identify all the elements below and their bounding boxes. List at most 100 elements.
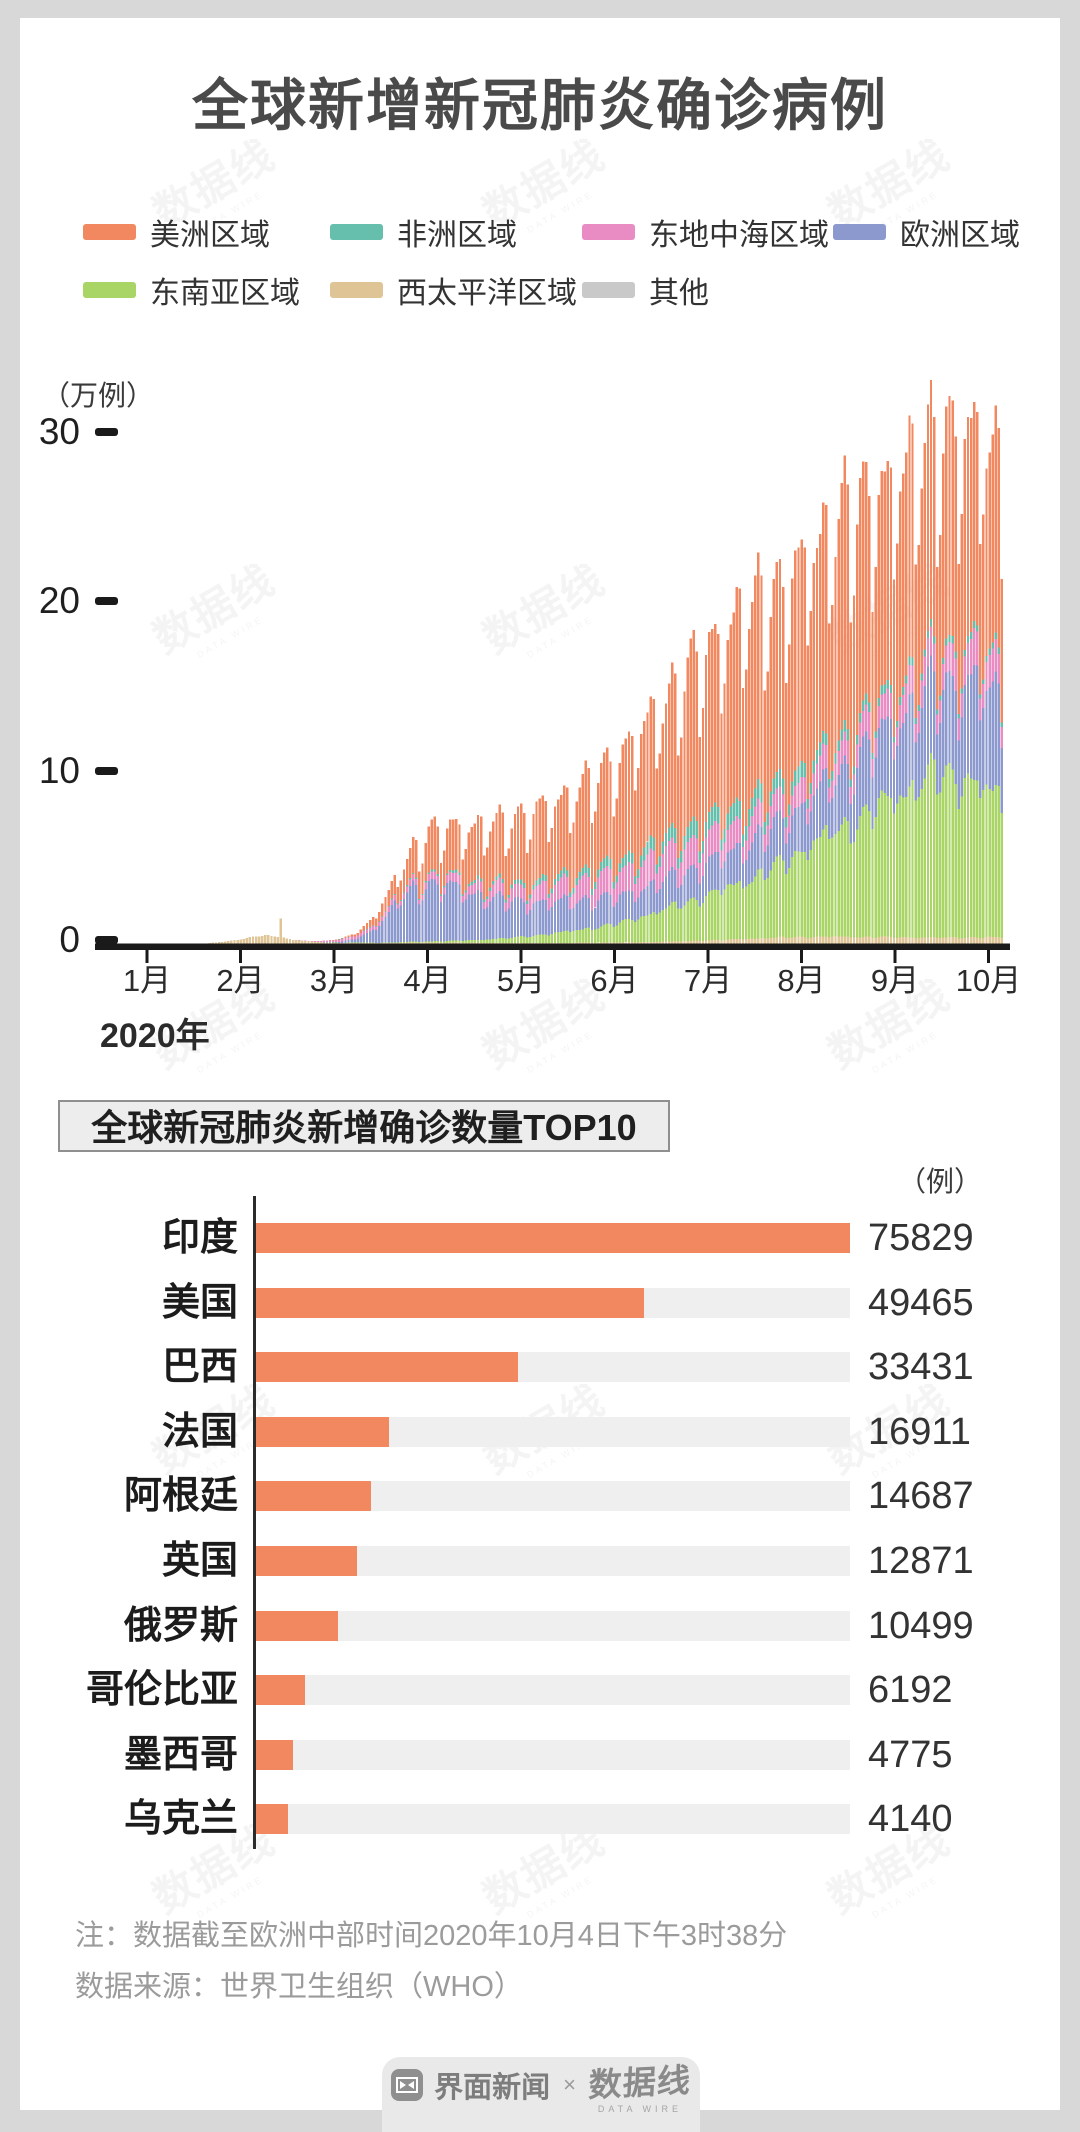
page-title: 全球新增新冠肺炎确诊病例 [192, 74, 888, 137]
top10-country-label: 印度 [161, 1217, 238, 1259]
top10-bar-track [256, 1352, 850, 1383]
top10-bar [256, 1481, 371, 1512]
top10-row-印度: 印度 75829 [0, 1206, 1080, 1270]
top10-value: 4775 [868, 1733, 953, 1776]
legend-swatch-icon [330, 282, 383, 298]
top10-row-美国: 美国 49465 [0, 1271, 1080, 1335]
top10-country-label: 俄罗斯 [123, 1604, 238, 1647]
legend-label: 东南亚区域 [150, 277, 300, 310]
top10-bar [256, 1546, 357, 1576]
top10-bar [256, 1610, 339, 1641]
x-axis-year-label: 2020年 [100, 1017, 210, 1055]
legend-item-7: 其他 [582, 274, 709, 310]
y-tick-mark-0 [95, 936, 118, 944]
legend-swatch-icon [833, 224, 886, 240]
top10-value: 16911 [868, 1410, 971, 1453]
top10-bar-track [256, 1287, 850, 1318]
x-tick-label-9月: 9月 [870, 963, 920, 998]
datawire-brand-label: 数据线 [587, 2061, 692, 2104]
top10-row-法国: 法国 16911 [0, 1400, 1080, 1464]
top10-row-俄罗斯: 俄罗斯 10499 [0, 1594, 1080, 1658]
datawire-logo: 数据线 DATA WIRE [587, 2056, 692, 2114]
jiemian-brand-label: 界面新闻 [434, 2072, 551, 2104]
y-tick-label-10: 10 [38, 749, 80, 791]
x-tick-label-2月: 2月 [216, 963, 265, 998]
note-data-cutoff: 注：数据截至欧洲中部时间2020年10月4日下午3时38分 [75, 1920, 788, 1952]
top10-bar-track [256, 1223, 850, 1253]
x-tick-label-10月: 10月 [955, 963, 1022, 998]
y-tick-label-30: 30 [38, 411, 80, 453]
legend-label: 美洲区域 [150, 219, 270, 252]
jiemian-logo-frame [396, 2077, 419, 2093]
top10-bar [256, 1287, 644, 1318]
top10-title-box: 全球新冠肺炎新增确诊数量TOP10 [58, 1100, 670, 1152]
x-tick-label-7月: 7月 [683, 963, 733, 998]
legend-swatch-icon [582, 224, 635, 240]
top10-bar-track [256, 1481, 850, 1512]
y-tick-mark-30 [95, 428, 118, 437]
top10-bar [256, 1804, 289, 1835]
top10-country-label: 巴西 [161, 1346, 238, 1389]
top10-value: 12871 [868, 1540, 974, 1582]
x-tick-label-6月: 6月 [590, 963, 639, 998]
y-tick-mark-20 [95, 597, 118, 606]
top10-country-label: 乌克兰 [123, 1798, 238, 1841]
top10-country-label: 墨西哥 [123, 1733, 238, 1776]
top10-unit-label: （例） [897, 1166, 982, 1197]
top10-value: 49465 [868, 1281, 974, 1324]
top10-row-阿根廷: 阿根廷 14687 [0, 1464, 1080, 1528]
note-data-source: 数据来源：世界卫生组织（WHO） [75, 1971, 523, 2003]
legend-label: 西太平洋区域 [397, 277, 577, 310]
top10-value: 6192 [868, 1669, 953, 1712]
top10-country-label: 阿根廷 [123, 1475, 238, 1518]
top10-bar [256, 1739, 294, 1770]
x-tick-label-4月: 4月 [403, 963, 452, 998]
top10-row-哥伦比亚: 哥伦比亚 6192 [0, 1658, 1080, 1722]
stacked-bar-chart [95, 380, 1010, 963]
top10-bar [256, 1416, 389, 1447]
top10-row-墨西哥: 墨西哥 4775 [0, 1723, 1080, 1787]
top10-axis-line [253, 1196, 256, 1849]
legend-item-4: 欧洲区域 [833, 216, 1020, 252]
top10-bar-track [256, 1546, 850, 1576]
legend-swatch-icon [83, 282, 136, 298]
top10-bar-track [256, 1804, 850, 1835]
top10-bar-track [256, 1610, 850, 1641]
top10-value: 10499 [868, 1604, 974, 1647]
jiemian-logo-icon [391, 2069, 424, 2101]
x-tick-label-1月: 1月 [122, 963, 172, 998]
top10-bar [256, 1223, 850, 1253]
top10-row-巴西: 巴西 33431 [0, 1335, 1080, 1399]
top10-bar [256, 1352, 518, 1383]
brand-separator: × [563, 2072, 576, 2097]
y-tick-label-20: 20 [38, 580, 80, 622]
y-tick-mark-10 [95, 766, 118, 775]
legend-label: 欧洲区域 [900, 219, 1020, 252]
y-tick-label-0: 0 [59, 919, 80, 960]
x-tick-label-5月: 5月 [496, 963, 546, 998]
footer: 界面新闻 × 数据线 DATA WIRE [382, 2057, 700, 2132]
x-tick-label-8月: 8月 [777, 963, 826, 998]
top10-bar-track [256, 1675, 850, 1706]
x-tick-label-3月: 3月 [309, 963, 359, 998]
legend-item-5: 东南亚区域 [83, 274, 300, 310]
legend-label: 非洲区域 [397, 219, 517, 252]
top10-bar [256, 1675, 305, 1706]
footer-brand-row: 界面新闻 × 数据线 DATA WIRE [391, 2056, 692, 2114]
legend-item-6: 西太平洋区域 [330, 274, 577, 310]
top10-bar-track [256, 1416, 850, 1447]
legend-swatch-icon [83, 224, 136, 240]
top10-bar-track [256, 1739, 850, 1770]
legend-swatch-icon [330, 224, 383, 240]
legend-item-1: 美洲区域 [83, 216, 270, 252]
legend-item-2: 非洲区域 [330, 216, 517, 252]
datawire-brand-sublabel: DATA WIRE [597, 2104, 683, 2114]
legend-swatch-icon [582, 282, 635, 298]
legend-label: 东地中海区域 [649, 219, 829, 252]
top10-value: 14687 [868, 1475, 974, 1518]
top10-country-label: 哥伦比亚 [85, 1669, 238, 1712]
top10-row-英国: 英国 12871 [0, 1529, 1080, 1593]
legend-label: 其他 [649, 277, 709, 310]
top10-country-label: 法国 [161, 1410, 238, 1453]
